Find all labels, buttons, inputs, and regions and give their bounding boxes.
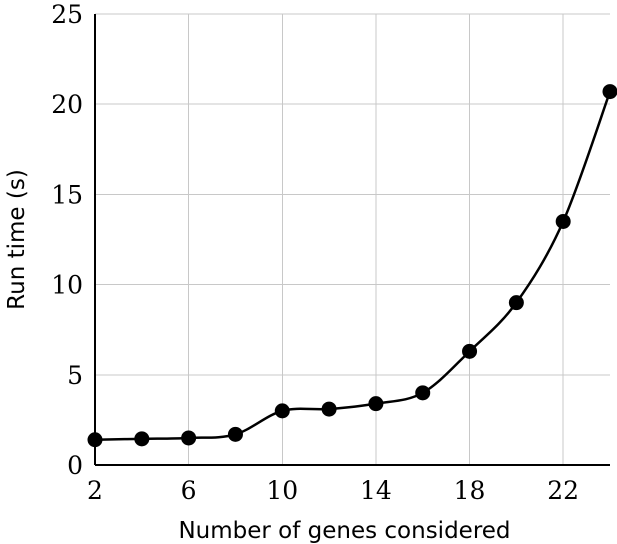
- x-tick-label: 6: [181, 476, 197, 505]
- y-tick-label: 0: [67, 451, 83, 480]
- x-gridlines: [94, 14, 564, 465]
- data-point: [368, 396, 384, 412]
- x-tick-label: 2: [87, 476, 103, 505]
- x-tick-label: 22: [547, 476, 579, 505]
- y-gridlines: [95, 13, 610, 376]
- x-axis-title: Number of genes considered: [178, 518, 510, 544]
- data-point: [181, 430, 197, 446]
- y-tick-label: 10: [51, 271, 83, 300]
- x-tick-labels: 2 6 10 14 18 22: [87, 476, 579, 505]
- data-point: [602, 84, 617, 100]
- x-tick-label: 10: [266, 476, 298, 505]
- data-point: [134, 431, 150, 447]
- data-point: [555, 213, 571, 229]
- data-point: [462, 343, 478, 359]
- data-point: [227, 426, 243, 442]
- series-line: [94, 91, 612, 441]
- data-point: [508, 295, 524, 311]
- y-axis-title: Run time (s): [4, 169, 30, 310]
- y-tick-label: 20: [51, 90, 83, 119]
- y-tick-label: 5: [67, 361, 83, 390]
- data-point: [321, 401, 337, 417]
- data-point: [274, 403, 290, 419]
- y-tick-label: 15: [51, 180, 83, 209]
- data-point: [415, 385, 431, 401]
- y-tick-labels: 0 5 10 15 20 25: [51, 0, 83, 480]
- data-points: [87, 84, 617, 448]
- x-tick-label: 18: [454, 476, 486, 505]
- x-tick-label: 14: [360, 476, 392, 505]
- y-tick-label: 25: [51, 0, 83, 29]
